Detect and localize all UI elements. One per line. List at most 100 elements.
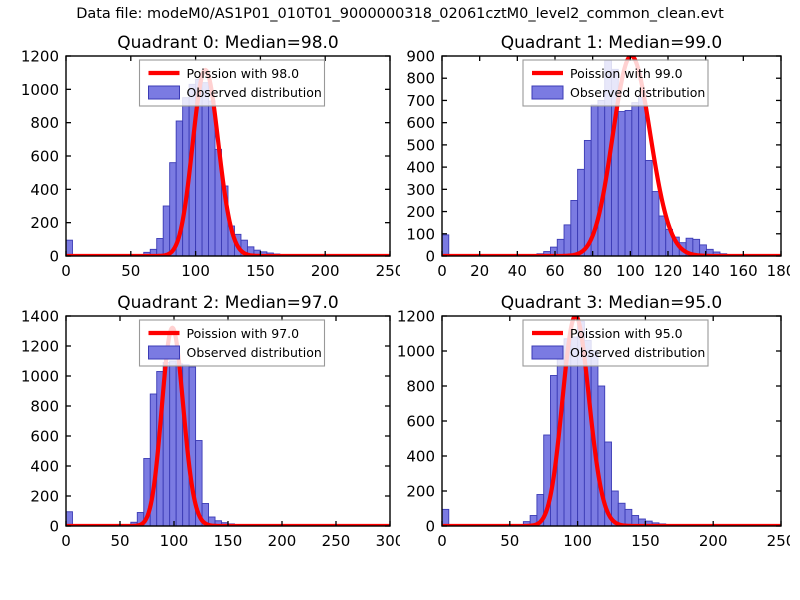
histogram-bar — [651, 191, 660, 256]
y-tick-label: 400 — [406, 159, 435, 177]
x-tick-label: 250 — [376, 262, 400, 280]
poisson-curve — [442, 316, 781, 526]
histogram-bar — [570, 199, 579, 256]
x-tick-label: 80 — [583, 262, 602, 280]
y-tick-label: 800 — [30, 114, 59, 132]
histogram-bar — [66, 239, 73, 256]
histogram-bar — [644, 159, 653, 256]
x-tick-label: 50 — [110, 532, 129, 550]
x-tick-label: 250 — [322, 532, 351, 550]
legend-label-poisson: Poission with 99.0 — [570, 66, 683, 81]
y-tick-label: 0 — [425, 518, 435, 536]
y-tick-label: 0 — [49, 248, 59, 266]
y-tick-label: 800 — [30, 398, 59, 416]
legend-patch-swatch — [148, 85, 180, 100]
y-tick-label: 200 — [406, 483, 435, 501]
x-tick-label: 180 — [767, 262, 790, 280]
subplot-title-quadrant-1: Quadrant 1: Median=99.0 — [500, 33, 723, 53]
histogram-bar — [624, 508, 633, 526]
y-tick-label: 1200 — [21, 48, 59, 66]
y-tick-label: 1000 — [21, 368, 59, 386]
legend-label-observed: Observed distribution — [570, 345, 705, 360]
subplot-quadrant-0: 0 50 100 150 200 250 0 200 400 600 800 1000 1200 Pois… — [18, 30, 400, 288]
y-tick-label: 600 — [30, 148, 59, 166]
y-tick-label: 600 — [30, 428, 59, 446]
histogram-bar — [638, 96, 646, 256]
legend: Poission with 95.0 Observed distribution — [522, 319, 709, 367]
y-tick-label: 400 — [30, 181, 59, 199]
histogram-bar — [658, 215, 667, 256]
subplot-title-quadrant-2: Quadrant 2: Median=97.0 — [117, 293, 339, 313]
plot-area-quadrant-3: 0 50 100 150 200 250 0 200 400 600 800 1000 1200 Pois… — [398, 308, 790, 551]
y-tick-label: 900 — [406, 48, 435, 66]
x-tick-label: 0 — [61, 262, 71, 280]
y-tick-label: 0 — [49, 518, 59, 536]
poisson-curve — [442, 56, 781, 256]
y-tick-label: 500 — [406, 136, 435, 154]
histogram-bar — [604, 441, 612, 526]
y-tick-label: 200 — [30, 214, 59, 232]
histogram-bar — [624, 109, 633, 256]
y-tick-label: 100 — [406, 225, 435, 243]
y-tick-label: 0 — [425, 248, 435, 266]
x-tick-label: 0 — [61, 532, 71, 550]
legend-label-poisson: Poission with 98.0 — [187, 66, 300, 81]
legend-label-observed: Observed distribution — [187, 345, 322, 360]
subplot-quadrant-3: 0 50 100 150 200 250 0 200 400 600 800 1000 1200 Pois… — [398, 290, 790, 558]
x-tick-label: 50 — [121, 262, 140, 280]
axes-frame — [441, 55, 782, 257]
y-tick-label: 600 — [406, 114, 435, 132]
figure-suptitle: Data file: modeM0/AS1P01_010T01_90000003… — [76, 6, 724, 22]
x-tick-label: 20 — [470, 262, 489, 280]
subplot-quadrant-2: 0 50 100 150 200 250 300 0 200 400 600 800 1000 1200 1… — [18, 290, 400, 558]
y-tick-label: 800 — [406, 70, 435, 88]
x-tick-label: 160 — [729, 262, 758, 280]
y-tick-label: 300 — [406, 181, 435, 199]
x-tick-label: 150 — [631, 532, 660, 550]
y-tick-label: 200 — [406, 203, 435, 221]
y-tick-label: 1000 — [21, 81, 59, 99]
x-tick-label: 100 — [160, 532, 189, 550]
x-tick-label: 300 — [376, 532, 400, 550]
y-tick-label: 1000 — [398, 343, 435, 361]
x-tick-label: 200 — [311, 262, 340, 280]
histogram-bar — [631, 102, 640, 256]
poisson-curve — [66, 67, 390, 256]
histogram-bar — [577, 168, 585, 256]
y-tick-label: 600 — [406, 413, 435, 431]
axis-ticks: 0 50 100 150 200 250 0 200 400 600 800 1000 1200 — [21, 48, 400, 281]
x-tick-label: 100 — [616, 262, 645, 280]
x-tick-label: 100 — [181, 262, 210, 280]
histogram-bar — [169, 360, 177, 526]
subplot-title-quadrant-3: Quadrant 3: Median=95.0 — [500, 293, 723, 313]
axis-ticks: 0 50 100 150 200 250 300 0 200 400 600 800 1000 1200 1… — [21, 308, 400, 551]
x-tick-label: 250 — [767, 532, 790, 550]
plot-area-quadrant-1: 0 20 40 60 80 100 120 140 160 180 0 100 200 300 400 500… — [406, 48, 790, 281]
x-tick-label: 200 — [699, 532, 728, 550]
legend-label-observed: Observed distribution — [187, 85, 322, 100]
axis-ticks: 0 50 100 150 200 250 0 200 400 600 800 1000 1200 — [398, 308, 790, 551]
subplot-title-quadrant-0: Quadrant 0: Median=98.0 — [117, 33, 339, 53]
y-tick-label: 400 — [30, 458, 59, 476]
y-tick-label: 400 — [406, 448, 435, 466]
x-tick-label: 150 — [214, 532, 243, 550]
histogram-bar — [442, 234, 450, 256]
x-tick-label: 50 — [500, 532, 519, 550]
y-tick-label: 1200 — [398, 308, 435, 326]
legend: Poission with 98.0 Observed distribution — [138, 59, 326, 107]
subplot-quadrant-1: 0 20 40 60 80 100 120 140 160 180 0 100 200 300 400 500… — [398, 30, 790, 288]
data-layer — [442, 56, 781, 256]
plot-area-quadrant-0: 0 50 100 150 200 250 0 200 400 600 800 1000 1200 Pois… — [21, 48, 400, 281]
y-tick-label: 200 — [30, 488, 59, 506]
histogram-bar — [442, 508, 450, 526]
legend: Poission with 99.0 Observed distribution — [522, 59, 709, 107]
legend: Poission with 97.0 Observed distribution — [138, 319, 326, 367]
x-tick-label: 40 — [508, 262, 527, 280]
x-tick-label: 120 — [654, 262, 683, 280]
plot-area-quadrant-2: 0 50 100 150 200 250 300 0 200 400 600 800 1000 1200 1… — [21, 308, 400, 551]
legend-label-poisson: Poission with 95.0 — [570, 326, 683, 341]
x-tick-label: 0 — [437, 532, 447, 550]
y-tick-label: 700 — [406, 92, 435, 110]
x-tick-label: 140 — [691, 262, 720, 280]
